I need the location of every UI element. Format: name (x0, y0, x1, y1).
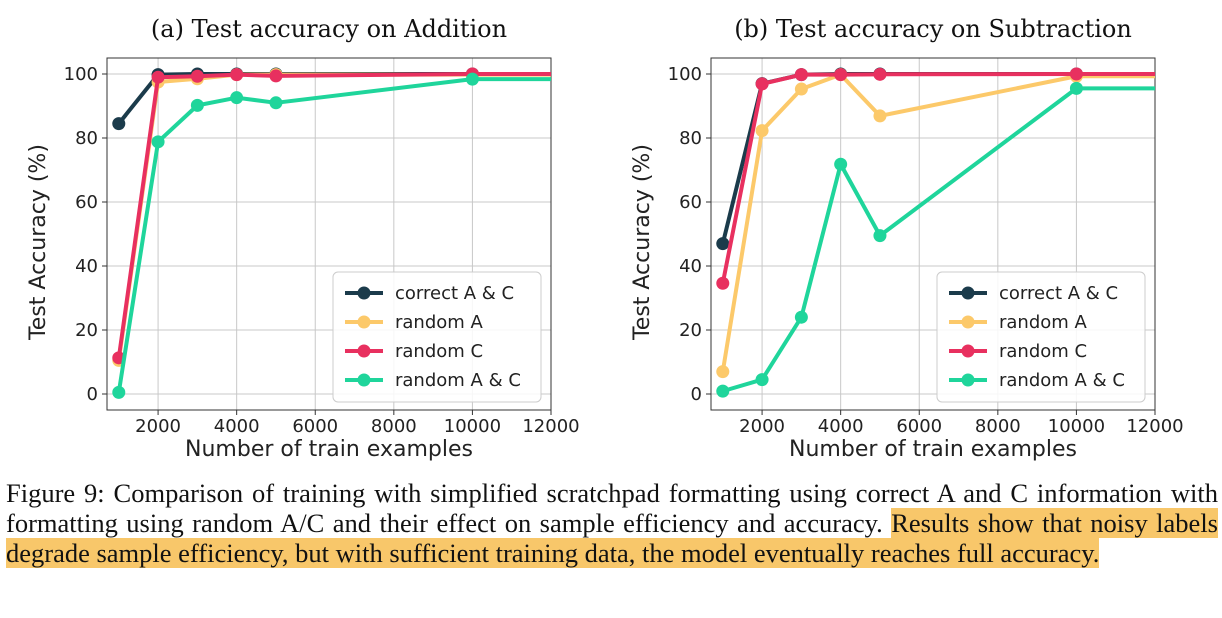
x-tick-label: 6000 (292, 416, 338, 437)
data-point (112, 117, 126, 131)
caption-text: Figure 9: Comparison of training with si… (6, 478, 1218, 538)
x-tick-label: 10000 (444, 416, 501, 437)
x-tick-label: 12000 (522, 416, 579, 437)
data-point (755, 373, 769, 387)
data-point (230, 91, 244, 105)
data-point (716, 276, 730, 290)
data-point (151, 135, 165, 149)
y-tick-label: 80 (679, 128, 702, 149)
legend-label: correct A & C (395, 283, 514, 304)
legend: correct A & C random A random C random A & … (332, 271, 542, 403)
x-tick-label: 2000 (739, 416, 785, 437)
data-point (873, 109, 887, 123)
data-point (1069, 67, 1083, 81)
data-point (755, 124, 769, 138)
data-point (794, 82, 808, 96)
data-point (834, 157, 848, 171)
y-tick-label: 100 (64, 64, 98, 85)
legend-label: random C (999, 341, 1087, 362)
x-tick-label: 6000 (896, 416, 942, 437)
y-tick-label: 40 (679, 256, 702, 277)
legend-box (332, 271, 542, 403)
data-point (716, 237, 730, 251)
x-tick-label: 4000 (818, 416, 864, 437)
legend-swatch-marker (961, 344, 975, 358)
y-tick-label: 60 (679, 192, 702, 213)
series-4 (112, 72, 551, 399)
legend-label: correct A & C (999, 283, 1118, 304)
legend-swatch-marker (961, 286, 975, 300)
data-point (834, 68, 848, 82)
x-tick-label: 8000 (371, 416, 417, 437)
data-point (873, 67, 887, 81)
y-tick-label: 100 (668, 64, 702, 85)
legend-label: random A & C (395, 370, 521, 391)
data-point (794, 310, 808, 324)
plot-frame (710, 57, 1156, 411)
chart-title: (a) Test accuracy on Addition (151, 15, 507, 43)
data-point (151, 70, 165, 84)
figure-caption: Figure 9: Comparison of training with si… (6, 478, 1218, 568)
x-tick-label: 4000 (214, 416, 260, 437)
y-tick-label: 40 (75, 256, 98, 277)
legend-swatch-marker (961, 373, 975, 387)
legend-box (936, 271, 1146, 403)
legend-label: random A & C (999, 370, 1125, 391)
y-axis-label: Test Accuracy (%) (26, 144, 51, 341)
data-point (716, 384, 730, 398)
data-point (190, 69, 204, 83)
x-tick-label: 2000 (135, 416, 181, 437)
legend-swatch-marker (357, 373, 371, 387)
data-point (794, 68, 808, 82)
legend-swatch-marker (357, 344, 371, 358)
chart-title: (b) Test accuracy on Subtraction (734, 15, 1132, 43)
chart-panel-2: (b) Test accuracy on Subtraction 2000 4000… (630, 15, 1184, 462)
series-4 (716, 81, 1155, 398)
legend-swatch-marker (357, 315, 371, 329)
data-point (465, 72, 479, 86)
y-tick-label: 20 (679, 320, 702, 341)
legend-swatch-marker (357, 286, 371, 300)
legend: correct A & C random A random C random A & … (936, 271, 1146, 403)
y-tick-label: 60 (75, 192, 98, 213)
legend-label: random C (395, 341, 483, 362)
series-3 (716, 67, 1155, 290)
y-tick-label: 20 (75, 320, 98, 341)
data-point (190, 98, 204, 112)
x-tick-label: 8000 (975, 416, 1021, 437)
data-point (716, 365, 730, 379)
x-axis-label: Number of train examples (789, 437, 1077, 462)
x-tick-label: 10000 (1048, 416, 1105, 437)
series-line (720, 72, 1155, 246)
x-tick-label: 12000 (1126, 416, 1183, 437)
plot-frame (106, 57, 552, 411)
data-point (755, 77, 769, 91)
data-point (112, 385, 126, 399)
legend-swatch-marker (961, 315, 975, 329)
data-point (230, 68, 244, 82)
y-tick-label: 0 (691, 384, 702, 405)
data-point (269, 69, 283, 83)
x-axis-label: Number of train examples (185, 437, 473, 462)
y-axis-label: Test Accuracy (%) (630, 144, 655, 341)
data-point (269, 96, 283, 110)
legend-label: random A (999, 312, 1088, 333)
data-point (1069, 81, 1083, 95)
y-tick-label: 0 (87, 384, 98, 405)
series-1 (716, 67, 1155, 251)
data-point (873, 229, 887, 243)
legend-label: random A (395, 312, 484, 333)
y-tick-label: 80 (75, 128, 98, 149)
